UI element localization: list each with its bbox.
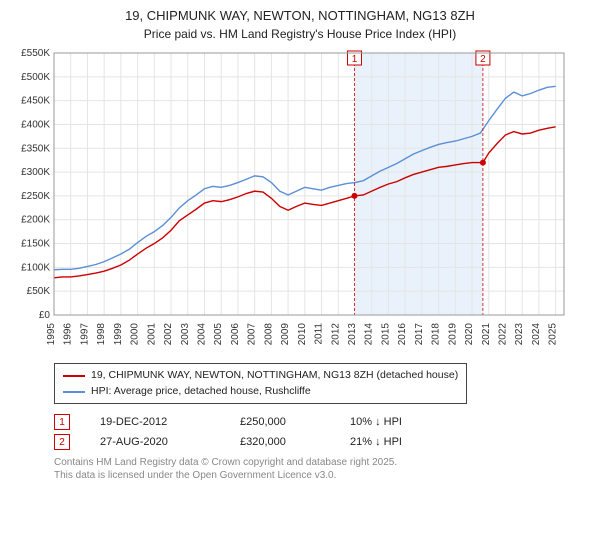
svg-text:2000: 2000 (130, 322, 141, 345)
footer-attribution: Contains HM Land Registry data © Crown c… (54, 456, 590, 482)
legend-row: HPI: Average price, detached house, Rush… (63, 384, 458, 400)
svg-text:2019: 2019 (447, 322, 458, 345)
legend-row: 19, CHIPMUNK WAY, NEWTON, NOTTINGHAM, NG… (63, 368, 458, 384)
marker-row: 1 19-DEC-2012 £250,000 10% ↓ HPI (54, 414, 590, 430)
svg-text:2004: 2004 (196, 322, 207, 345)
svg-text:2: 2 (480, 54, 486, 65)
svg-text:£150K: £150K (21, 238, 50, 249)
marker-date: 27-AUG-2020 (100, 436, 210, 448)
svg-text:2001: 2001 (146, 322, 157, 345)
svg-text:1996: 1996 (63, 322, 74, 345)
svg-text:£300K: £300K (21, 167, 50, 178)
svg-text:1995: 1995 (46, 322, 57, 345)
svg-text:£550K: £550K (21, 48, 50, 59)
svg-text:£500K: £500K (21, 72, 50, 83)
svg-text:1: 1 (352, 54, 358, 65)
svg-text:2024: 2024 (531, 322, 542, 345)
marker-table: 1 19-DEC-2012 £250,000 10% ↓ HPI 2 27-AUG-202… (54, 414, 590, 450)
svg-text:2014: 2014 (364, 322, 375, 345)
svg-text:2020: 2020 (464, 322, 475, 345)
marker-badge: 2 (54, 434, 70, 450)
svg-text:2022: 2022 (497, 322, 508, 345)
svg-text:1998: 1998 (96, 322, 107, 345)
svg-text:£200K: £200K (21, 215, 50, 226)
svg-text:2008: 2008 (263, 322, 274, 345)
legend-swatch (63, 391, 85, 393)
svg-text:2003: 2003 (180, 322, 191, 345)
svg-text:2007: 2007 (247, 322, 258, 345)
svg-text:2013: 2013 (347, 322, 358, 345)
svg-text:2025: 2025 (548, 322, 559, 345)
svg-text:2023: 2023 (514, 322, 525, 345)
svg-text:1997: 1997 (79, 322, 90, 345)
svg-text:1999: 1999 (113, 322, 124, 345)
marker-badge: 1 (54, 414, 70, 430)
legend-swatch (63, 375, 85, 377)
footer-line-1: Contains HM Land Registry data © Crown c… (54, 456, 590, 469)
svg-text:2002: 2002 (163, 322, 174, 345)
marker-pct: 10% ↓ HPI (350, 416, 402, 428)
svg-text:£400K: £400K (21, 119, 50, 130)
svg-text:2015: 2015 (380, 322, 391, 345)
svg-text:£450K: £450K (21, 96, 50, 107)
svg-text:2012: 2012 (330, 322, 341, 345)
marker-row: 2 27-AUG-2020 £320,000 21% ↓ HPI (54, 434, 590, 450)
svg-text:£250K: £250K (21, 191, 50, 202)
marker-price: £320,000 (240, 436, 320, 448)
svg-text:2021: 2021 (481, 322, 492, 345)
svg-text:£50K: £50K (27, 286, 51, 297)
svg-text:£0: £0 (39, 310, 51, 321)
footer-line-2: This data is licensed under the Open Gov… (54, 469, 590, 482)
svg-text:2017: 2017 (414, 322, 425, 345)
svg-text:2016: 2016 (397, 322, 408, 345)
legend-label: HPI: Average price, detached house, Rush… (91, 384, 311, 400)
svg-text:2011: 2011 (314, 322, 325, 344)
chart-area: £0 £50K £100K £150K £200K £250K £300K £350K £400… (10, 47, 590, 357)
marker-price: £250,000 (240, 416, 320, 428)
marker-date: 19-DEC-2012 (100, 416, 210, 428)
svg-text:£350K: £350K (21, 143, 50, 154)
marker-pct: 21% ↓ HPI (350, 436, 402, 448)
svg-text:2006: 2006 (230, 322, 241, 345)
legend-label: 19, CHIPMUNK WAY, NEWTON, NOTTINGHAM, NG… (91, 368, 458, 384)
svg-text:2009: 2009 (280, 322, 291, 345)
svg-text:£100K: £100K (21, 262, 50, 273)
svg-text:2010: 2010 (297, 322, 308, 345)
chart-subtitle: Price paid vs. HM Land Registry's House … (10, 27, 590, 41)
line-chart: £0 £50K £100K £150K £200K £250K £300K £350K £400… (10, 47, 570, 357)
chart-title: 19, CHIPMUNK WAY, NEWTON, NOTTINGHAM, NG… (10, 8, 590, 25)
legend: 19, CHIPMUNK WAY, NEWTON, NOTTINGHAM, NG… (54, 363, 467, 405)
svg-text:2005: 2005 (213, 322, 224, 345)
svg-text:2018: 2018 (431, 322, 442, 345)
